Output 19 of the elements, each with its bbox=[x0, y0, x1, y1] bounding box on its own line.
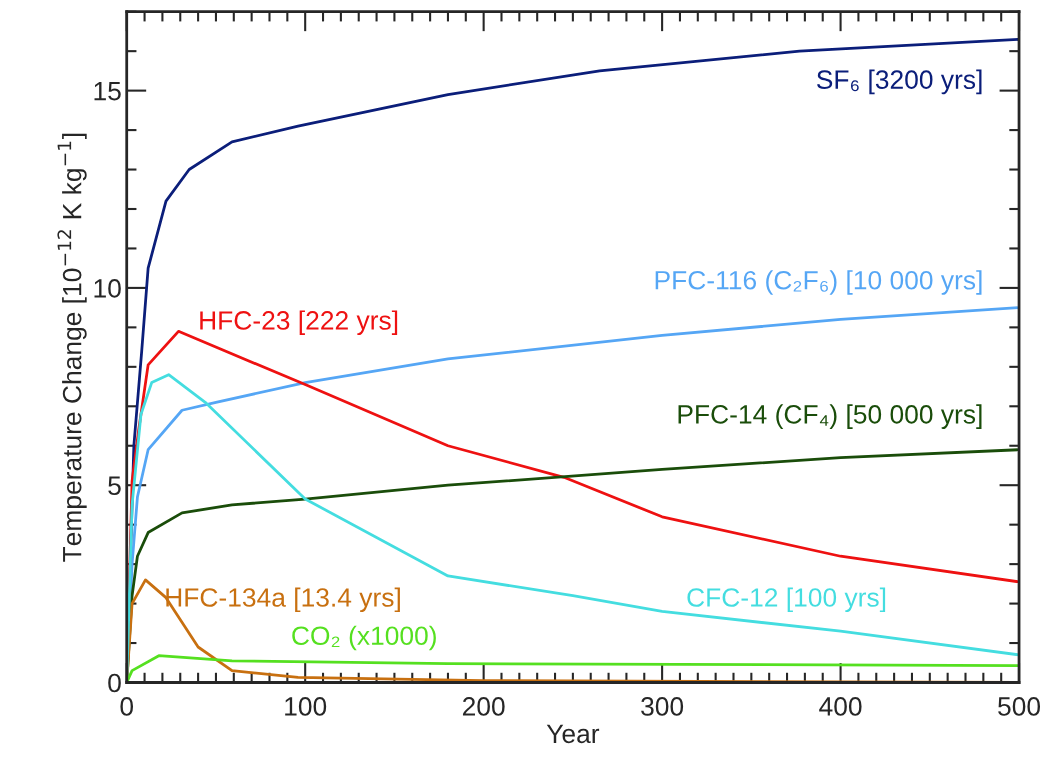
series-label: HFC-23 [222 yrs] bbox=[200, 310, 398, 336]
series-label: CFC-12 [100 yrs] bbox=[687, 587, 886, 613]
y-tick-label: 15 bbox=[94, 82, 121, 101]
series-label: PFC-14 (CF₄) [50 000 yrs] bbox=[678, 404, 982, 429]
x-tick-label: 500 bbox=[998, 697, 1041, 716]
y-tick-label: 10 bbox=[94, 279, 121, 298]
x-axis-title: Year bbox=[546, 724, 600, 744]
y-axis-title: Temperature Change [10$^{−12}$ K kg$^{−1}$] bbox=[57, 133, 87, 562]
x-tick-label: 300 bbox=[641, 697, 684, 716]
x-tick-label: 400 bbox=[819, 697, 862, 716]
y-tick-label: 5 bbox=[108, 476, 121, 496]
x-tick-label: 100 bbox=[285, 697, 327, 716]
series-label: CO₂ (x1000) bbox=[292, 625, 436, 651]
x-tick-label: 0 bbox=[120, 697, 134, 716]
y-tick-label: 0 bbox=[108, 673, 121, 693]
x-tick-label: 200 bbox=[462, 697, 505, 716]
series-label: HFC-134a [13.4 yrs] bbox=[166, 587, 400, 613]
series-label: SF₆ [3200 yrs] bbox=[816, 69, 982, 95]
series-label: PFC-116 (C₂F₆) [10 000 yrs] bbox=[655, 270, 982, 295]
